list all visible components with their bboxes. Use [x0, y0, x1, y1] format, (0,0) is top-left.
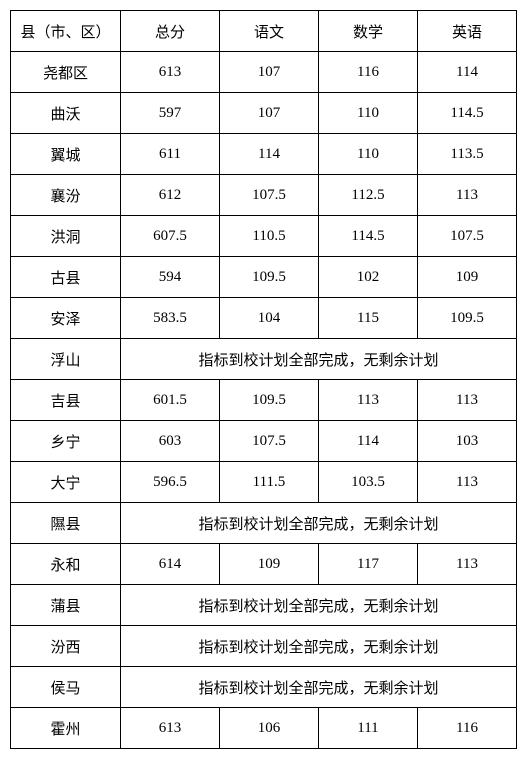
- cell-score: 111.5: [220, 462, 319, 503]
- cell-score: 103.5: [319, 462, 418, 503]
- cell-score: 112.5: [319, 175, 418, 216]
- cell-score: 116: [418, 708, 517, 749]
- header-total: 总分: [121, 11, 220, 52]
- cell-score: 107: [220, 93, 319, 134]
- cell-merged-note: 指标到校计划全部完成，无剩余计划: [121, 585, 517, 626]
- cell-merged-note: 指标到校计划全部完成，无剩余计划: [121, 339, 517, 380]
- cell-score: 109.5: [418, 298, 517, 339]
- cell-merged-note: 指标到校计划全部完成，无剩余计划: [121, 503, 517, 544]
- cell-score: 597: [121, 93, 220, 134]
- header-region: 县（市、区）: [11, 11, 121, 52]
- cell-region: 永和: [11, 544, 121, 585]
- cell-region: 蒲县: [11, 585, 121, 626]
- cell-merged-note: 指标到校计划全部完成，无剩余计划: [121, 667, 517, 708]
- cell-score: 113: [418, 462, 517, 503]
- cell-score: 107: [220, 52, 319, 93]
- cell-score: 107.5: [418, 216, 517, 257]
- cell-region: 浮山: [11, 339, 121, 380]
- cell-region: 安泽: [11, 298, 121, 339]
- cell-score: 113: [418, 380, 517, 421]
- table-row: 霍州613106111116: [11, 708, 517, 749]
- table-row: 汾西指标到校计划全部完成，无剩余计划: [11, 626, 517, 667]
- table-row: 蒲县指标到校计划全部完成，无剩余计划: [11, 585, 517, 626]
- cell-score: 114: [418, 52, 517, 93]
- cell-score: 111: [319, 708, 418, 749]
- cell-region: 霍州: [11, 708, 121, 749]
- cell-score: 114.5: [418, 93, 517, 134]
- cell-score: 109.5: [220, 380, 319, 421]
- cell-score: 107.5: [220, 175, 319, 216]
- table-row: 尧都区613107116114: [11, 52, 517, 93]
- cell-region: 侯马: [11, 667, 121, 708]
- cell-score: 104: [220, 298, 319, 339]
- cell-region: 曲沃: [11, 93, 121, 134]
- table-row: 乡宁603107.5114103: [11, 421, 517, 462]
- cell-region: 乡宁: [11, 421, 121, 462]
- cell-score: 116: [319, 52, 418, 93]
- cell-score: 113.5: [418, 134, 517, 175]
- cell-region: 翼城: [11, 134, 121, 175]
- cell-region: 襄汾: [11, 175, 121, 216]
- cell-score: 613: [121, 52, 220, 93]
- table-row: 隰县指标到校计划全部完成，无剩余计划: [11, 503, 517, 544]
- cell-region: 洪洞: [11, 216, 121, 257]
- cell-score: 613: [121, 708, 220, 749]
- cell-region: 大宁: [11, 462, 121, 503]
- cell-score: 115: [319, 298, 418, 339]
- cell-score: 102: [319, 257, 418, 298]
- cell-score: 113: [418, 175, 517, 216]
- cell-region: 古县: [11, 257, 121, 298]
- table-row: 大宁596.5111.5103.5113: [11, 462, 517, 503]
- table-row: 吉县601.5109.5113113: [11, 380, 517, 421]
- table-row: 永和614109117113: [11, 544, 517, 585]
- cell-region: 汾西: [11, 626, 121, 667]
- cell-score: 110: [319, 93, 418, 134]
- cell-score: 117: [319, 544, 418, 585]
- table-body: 尧都区613107116114曲沃597107110114.5翼城6111141…: [11, 52, 517, 749]
- cell-score: 107.5: [220, 421, 319, 462]
- cell-score: 596.5: [121, 462, 220, 503]
- cell-score: 583.5: [121, 298, 220, 339]
- cell-score: 110: [319, 134, 418, 175]
- cell-score: 601.5: [121, 380, 220, 421]
- header-english: 英语: [418, 11, 517, 52]
- cell-score: 594: [121, 257, 220, 298]
- cell-score: 109: [220, 544, 319, 585]
- cell-score: 614: [121, 544, 220, 585]
- table-row: 古县594109.5102109: [11, 257, 517, 298]
- cell-score: 603: [121, 421, 220, 462]
- table-header-row: 县（市、区） 总分 语文 数学 英语: [11, 11, 517, 52]
- cell-score: 114.5: [319, 216, 418, 257]
- cell-score: 607.5: [121, 216, 220, 257]
- table-row: 襄汾612107.5112.5113: [11, 175, 517, 216]
- score-table: 县（市、区） 总分 语文 数学 英语 尧都区613107116114曲沃5971…: [10, 10, 517, 749]
- header-math: 数学: [319, 11, 418, 52]
- cell-score: 109.5: [220, 257, 319, 298]
- cell-region: 尧都区: [11, 52, 121, 93]
- cell-score: 611: [121, 134, 220, 175]
- cell-region: 隰县: [11, 503, 121, 544]
- cell-score: 103: [418, 421, 517, 462]
- table-row: 洪洞607.5110.5114.5107.5: [11, 216, 517, 257]
- cell-score: 612: [121, 175, 220, 216]
- cell-score: 113: [418, 544, 517, 585]
- cell-score: 106: [220, 708, 319, 749]
- cell-score: 113: [319, 380, 418, 421]
- table-row: 曲沃597107110114.5: [11, 93, 517, 134]
- table-row: 翼城611114110113.5: [11, 134, 517, 175]
- table-row: 安泽583.5104115109.5: [11, 298, 517, 339]
- cell-score: 110.5: [220, 216, 319, 257]
- cell-region: 吉县: [11, 380, 121, 421]
- cell-merged-note: 指标到校计划全部完成，无剩余计划: [121, 626, 517, 667]
- header-chinese: 语文: [220, 11, 319, 52]
- cell-score: 109: [418, 257, 517, 298]
- cell-score: 114: [220, 134, 319, 175]
- cell-score: 114: [319, 421, 418, 462]
- table-row: 侯马指标到校计划全部完成，无剩余计划: [11, 667, 517, 708]
- table-row: 浮山指标到校计划全部完成，无剩余计划: [11, 339, 517, 380]
